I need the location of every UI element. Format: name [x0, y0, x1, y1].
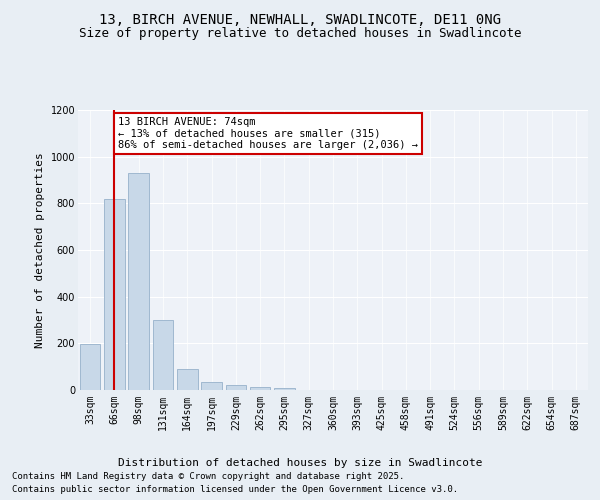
- Text: Contains public sector information licensed under the Open Government Licence v3: Contains public sector information licen…: [12, 485, 458, 494]
- Bar: [226, 386, 246, 390]
- Text: 13, BIRCH AVENUE, NEWHALL, SWADLINCOTE, DE11 0NG: 13, BIRCH AVENUE, NEWHALL, SWADLINCOTE, …: [99, 12, 501, 26]
- Bar: [177, 370, 197, 390]
- Text: 13 BIRCH AVENUE: 74sqm
← 13% of detached houses are smaller (315)
86% of semi-de: 13 BIRCH AVENUE: 74sqm ← 13% of detached…: [118, 117, 418, 150]
- Text: Size of property relative to detached houses in Swadlincote: Size of property relative to detached ho…: [79, 28, 521, 40]
- Bar: [104, 198, 125, 390]
- Bar: [274, 388, 295, 390]
- Y-axis label: Number of detached properties: Number of detached properties: [35, 152, 45, 348]
- Bar: [128, 173, 149, 390]
- Bar: [152, 320, 173, 390]
- Bar: [250, 387, 271, 390]
- Text: Distribution of detached houses by size in Swadlincote: Distribution of detached houses by size …: [118, 458, 482, 468]
- Bar: [201, 382, 222, 390]
- Text: Contains HM Land Registry data © Crown copyright and database right 2025.: Contains HM Land Registry data © Crown c…: [12, 472, 404, 481]
- Bar: [80, 344, 100, 390]
